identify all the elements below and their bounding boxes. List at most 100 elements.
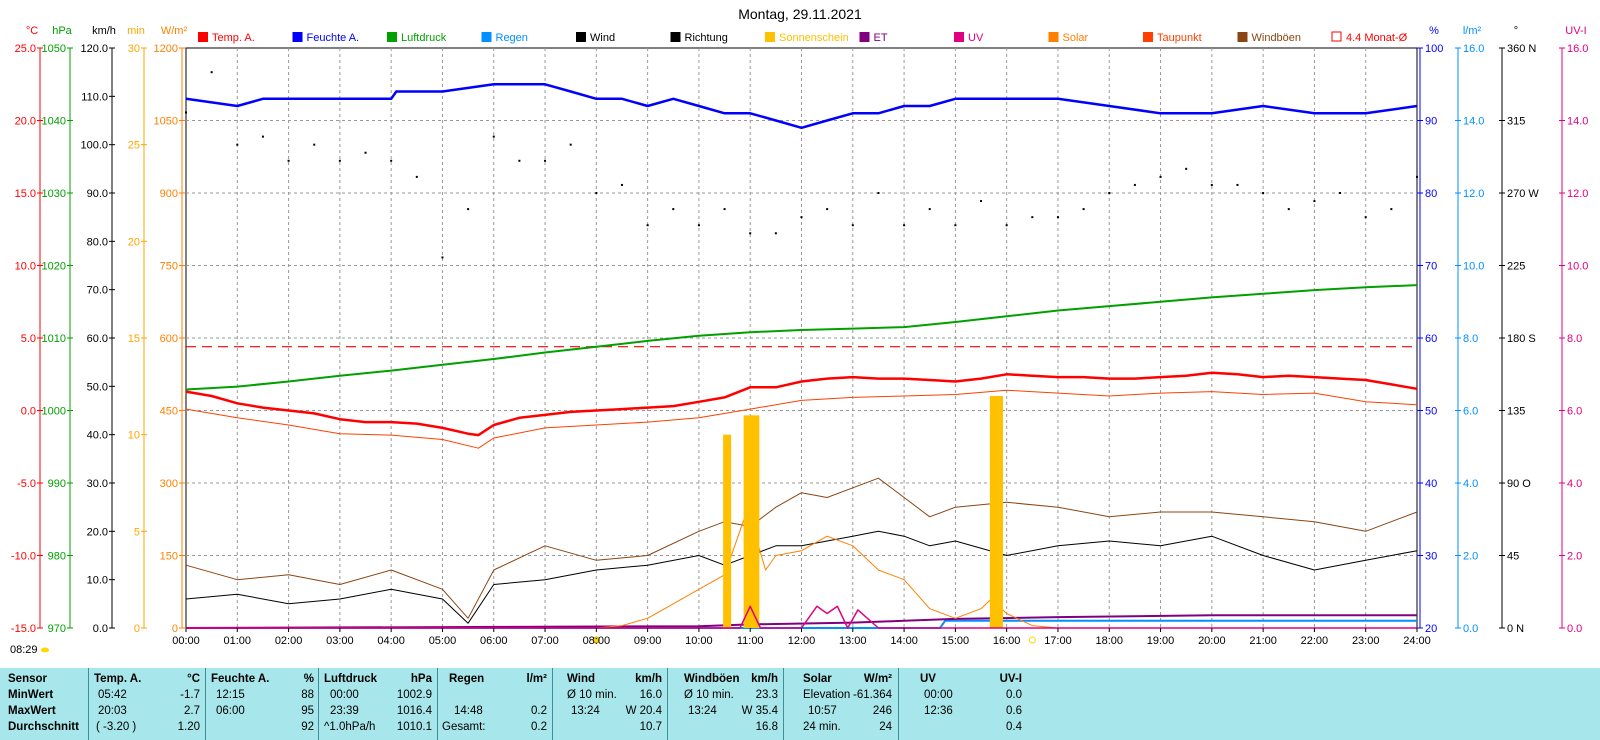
gust-avg10: 23.3 — [755, 689, 778, 701]
direction-point — [980, 200, 983, 203]
legend-label: Windböen — [1252, 32, 1302, 44]
right-axis-tick-label: 0.0 — [1567, 623, 1582, 635]
right-axis-tick-label: 40 — [1425, 478, 1437, 490]
left-axis-tick-label: 1010 — [42, 333, 66, 345]
left-axis-tick-label: 990 — [48, 478, 66, 490]
direction-point — [1133, 183, 1136, 186]
wind-unit: km/h — [635, 673, 662, 685]
left-axis-tick-label: 10.0 — [87, 575, 108, 587]
right-axis-tick-label: 8.0 — [1463, 333, 1478, 345]
series-windb-en — [185, 477, 1418, 619]
direction-point — [1005, 224, 1008, 227]
x-tick-label: 04:00 — [377, 635, 405, 647]
left-axis-tick-label: 50.0 — [87, 381, 108, 393]
right-axis-tick-label: 14.0 — [1567, 116, 1588, 128]
direction-point — [1416, 175, 1418, 178]
direction-point — [1108, 192, 1111, 194]
left-axis-tick-label: 60.0 — [87, 333, 108, 345]
sunrise-time-label: 08:29 — [10, 644, 38, 656]
left-axis-tick-label: 15 — [128, 333, 140, 345]
left-axis-tick-label: 20 — [128, 236, 140, 248]
right-axis-tick-label: 90 — [1425, 116, 1437, 128]
x-tick-label: 01:00 — [224, 635, 252, 647]
x-tick-label: 14:00 — [890, 635, 918, 647]
direction-point — [620, 183, 623, 186]
sunset-marker — [1028, 636, 1036, 644]
press-unit: hPa — [410, 673, 432, 685]
hum-min-time: 12:15 — [216, 689, 245, 701]
right-axis-tick-label: 90 O — [1507, 478, 1531, 490]
legend-label: Sonnenschein — [779, 32, 849, 44]
x-tick-label: 19:00 — [1147, 635, 1175, 647]
direction-point — [1364, 216, 1367, 219]
direction-point — [364, 151, 367, 154]
x-tick-label: 17:00 — [1044, 635, 1072, 647]
sunshine-bar — [743, 415, 752, 628]
temp-avg-note: ( -3.20 ) — [96, 721, 137, 733]
direction-point — [826, 208, 829, 211]
row-label-min: MinWert — [8, 689, 54, 701]
left-axis-tick-label: 600 — [160, 333, 178, 345]
left-axis-unit: W/m² — [161, 25, 188, 37]
left-axis-tick-label: 40.0 — [87, 430, 108, 442]
series-temp-a — [185, 371, 1418, 437]
legend-label: UV — [968, 32, 984, 44]
rain-header: Regen — [449, 673, 485, 685]
left-axis-unit: hPa — [52, 25, 72, 37]
solar-max-time: 10:57 — [808, 705, 837, 717]
right-axis-unit: ° — [1514, 25, 1518, 37]
wind-max-time: 13:24 — [571, 705, 600, 717]
legend-swatch — [1237, 32, 1248, 42]
rain-max: 0.2 — [531, 705, 547, 717]
press-min-time: 00:00 — [330, 689, 359, 701]
direction-point — [1082, 208, 1085, 211]
chart-plots: 08:29 — [10, 71, 1418, 656]
solar-elevation: -61.364 — [852, 689, 892, 701]
left-axis-tick-label: 750 — [160, 261, 178, 273]
direction-point — [210, 71, 213, 74]
solar-minutes-label: 24 min. — [803, 721, 841, 733]
legend-label: Luftdruck — [401, 32, 447, 44]
right-axis-tick-label: 100 — [1425, 43, 1443, 55]
left-axis-tick-label: 300 — [160, 478, 178, 490]
press-min: 1002.9 — [396, 689, 432, 701]
direction-point — [185, 111, 187, 114]
x-tick-label: 22:00 — [1301, 635, 1329, 647]
left-axis-tick-label: 80.0 — [87, 236, 108, 248]
right-axis-tick-label: 360 N — [1507, 43, 1536, 55]
x-tick-label: 05:00 — [429, 635, 457, 647]
legend-swatch — [859, 32, 870, 42]
legend-label: Wind — [590, 32, 615, 44]
direction-point — [1031, 216, 1034, 219]
summary-table: Sensor MinWert MaxWert Durchschnitt Temp… — [0, 668, 1600, 740]
weather-chart: °C 25.0 20.0 15.0 10.0 5.0 0.0 -5.0 -10.0 -15.0 hP… — [10, 25, 1588, 656]
direction-point — [1313, 200, 1316, 203]
left-axis-tick-label: 150 — [160, 551, 178, 563]
legend-swatch — [198, 32, 208, 42]
left-axis-tick-label: 0 — [134, 623, 140, 635]
direction-point — [518, 159, 521, 162]
direction-point — [1185, 167, 1188, 170]
direction-point — [595, 192, 598, 194]
left-axis-tick-label: 30.0 — [87, 478, 108, 490]
right-axis-tick-label: 0 N — [1507, 623, 1524, 635]
x-axis-labels: 00:00 01:00 02:00 03:00 04:00 05:00 06:00 07:00… — [172, 628, 1431, 647]
right-axis-tick-label: 270 W — [1507, 188, 1539, 200]
right-axis-tick-label: 12.0 — [1463, 188, 1484, 200]
left-axis-tick-label: 20.0 — [15, 116, 36, 128]
right-axis-tick-label: 20 — [1425, 623, 1437, 635]
right-axis-unit: l/m² — [1463, 25, 1482, 37]
gust-avg10-label: Ø 10 min. — [684, 689, 734, 701]
legend-label: ET — [874, 32, 888, 44]
rain-unit: l/m² — [526, 673, 547, 685]
left-axis-tick-label: 15.0 — [15, 188, 36, 200]
direction-point — [236, 143, 239, 146]
hum-min: 88 — [301, 689, 314, 701]
hum-unit: % — [303, 673, 314, 685]
direction-point — [1339, 192, 1342, 194]
solar-minutes: 24 — [879, 721, 892, 733]
left-axis-tick-label: 1050 — [154, 116, 178, 128]
temp-max: 2.7 — [184, 705, 200, 717]
left-axis-tick-label: 1050 — [42, 43, 66, 55]
row-label-sensor: Sensor — [8, 673, 47, 685]
